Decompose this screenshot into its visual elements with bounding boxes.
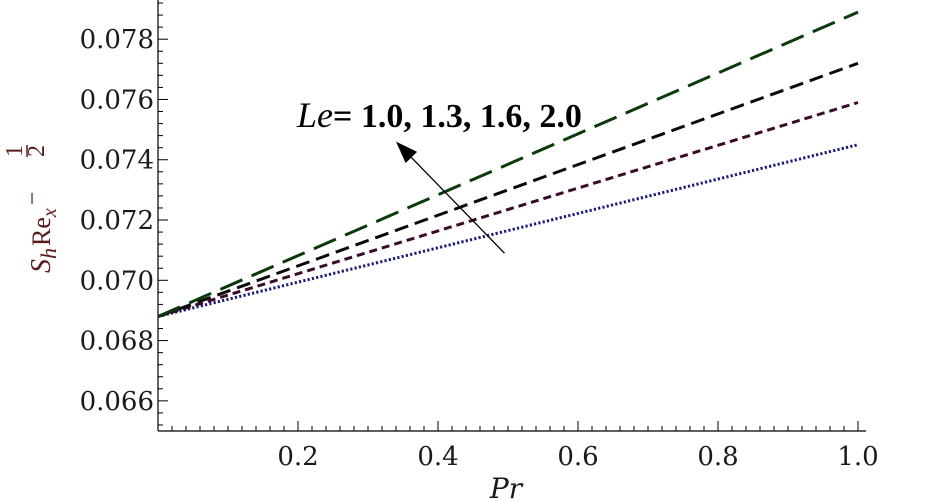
x-tick-label: 0.6	[557, 442, 598, 472]
axes	[157, 0, 866, 432]
annotation-values: = 1.0, 1.3, 1.6, 2.0	[333, 98, 582, 135]
ylabel-re-sub: x	[39, 208, 61, 218]
x-tick-label: 0.4	[417, 442, 458, 472]
series-line-4	[157, 10, 859, 318]
ylabel-sup-num: 1	[2, 145, 28, 157]
x-tick-label: 1.0	[837, 442, 878, 472]
annotation-variable: Le	[296, 95, 333, 135]
annotation-arrow-line	[410, 156, 505, 254]
y-tick-label: 0.066	[80, 387, 154, 417]
series-line-3	[157, 61, 859, 318]
series-line-1	[157, 143, 859, 318]
y-tick-label: 0.074	[80, 146, 154, 176]
annotation: Le= 1.0, 1.3, 1.6, 2.0	[296, 95, 582, 254]
ylabel-re: Re	[27, 217, 56, 246]
y-tick-label: 0.072	[80, 206, 154, 236]
svg-text:ShRex−: Sh Rex −	[20, 192, 61, 273]
ylabel-sup-minus: −	[20, 192, 46, 206]
y-tick-label: 0.078	[80, 25, 154, 55]
ticks: 0.066 0.068 0.070 0.072 0.074 0.076 0.078 0.2 0.…	[80, 2, 879, 472]
ylabel-s: S	[26, 259, 57, 273]
x-axis-label: Pr	[489, 472, 524, 501]
y-tick-label: 0.076	[80, 85, 154, 115]
y-axis-label: Sh Rex − 1 2	[2, 145, 61, 273]
series-group	[157, 10, 859, 318]
ylabel-sup-den: 2	[24, 145, 50, 157]
series-line-2	[157, 101, 859, 318]
svg-text:Le= 1.0, 1.3, 1.6, 2.0: Le= 1.0, 1.3, 1.6, 2.0	[296, 95, 582, 135]
annotation-arrow-head	[396, 141, 418, 164]
x-tick-label: 0.2	[277, 442, 318, 472]
y-tick-label: 0.070	[80, 266, 154, 296]
x-tick-label: 0.8	[697, 442, 738, 472]
y-tick-label: 0.068	[80, 327, 154, 357]
ylabel-s-sub: h	[36, 248, 61, 259]
